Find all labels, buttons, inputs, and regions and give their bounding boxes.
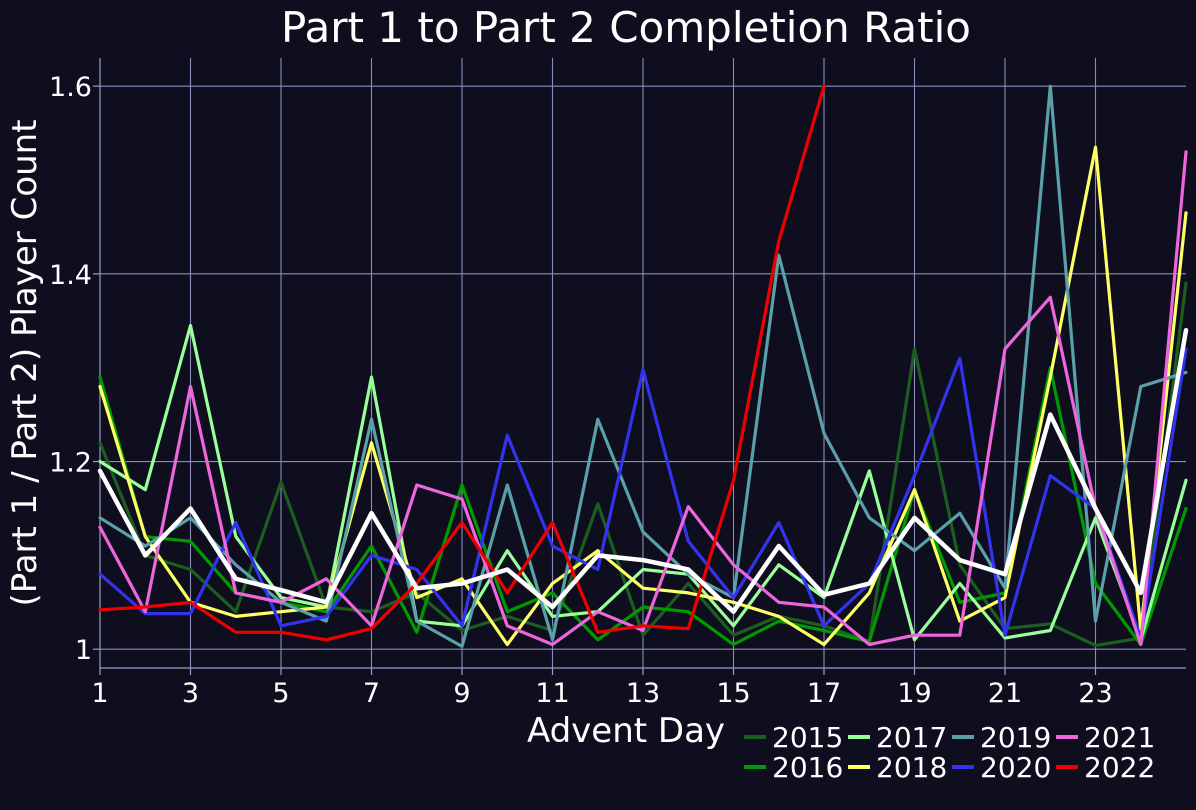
x-tick-label: 7 (363, 678, 380, 709)
chart-title: Part 1 to Part 2 Completion Ratio (281, 3, 971, 52)
legend-label-2016: 2016 (772, 751, 843, 784)
legend-label-2021: 2021 (1084, 721, 1155, 754)
legend-label-2017: 2017 (876, 721, 947, 754)
x-tick-label: 15 (716, 678, 750, 709)
legend-label-2020: 2020 (980, 751, 1051, 784)
x-tick-label: 5 (272, 678, 289, 709)
series-lines (97, 84, 1189, 648)
x-axis-label: Advent Day (527, 711, 725, 751)
legend-label-2015: 2015 (772, 721, 843, 754)
y-tick-label: 1.4 (49, 260, 92, 291)
series-line-unlabeled (97, 327, 1189, 614)
series-line-2018 (98, 145, 1188, 647)
y-tick-label: 1 (75, 635, 92, 666)
x-tick-label: 9 (453, 678, 470, 709)
series-line-2017 (98, 323, 1188, 642)
x-tick-label: 19 (897, 678, 931, 709)
y-tick-label: 1.6 (49, 72, 92, 103)
x-tick-label: 11 (535, 678, 569, 709)
series-line-2021 (98, 150, 1188, 647)
legend-label-2018: 2018 (876, 751, 947, 784)
x-tick-label: 21 (988, 678, 1022, 709)
legend-label-2022: 2022 (1084, 751, 1155, 784)
x-tick-label: 23 (1078, 678, 1112, 709)
x-tick-label: 13 (626, 678, 660, 709)
series-line-2022 (98, 84, 826, 642)
x-tick-label: 1 (91, 678, 108, 709)
legend-label-2019: 2019 (980, 721, 1051, 754)
y-tick-label: 1.2 (49, 448, 92, 479)
x-tick-label: 3 (182, 678, 199, 709)
series-line-2020 (98, 347, 1188, 640)
y-axis-label: (Part 1 / Part 2) Player Count (5, 119, 45, 606)
x-tick-label: 17 (807, 678, 841, 709)
